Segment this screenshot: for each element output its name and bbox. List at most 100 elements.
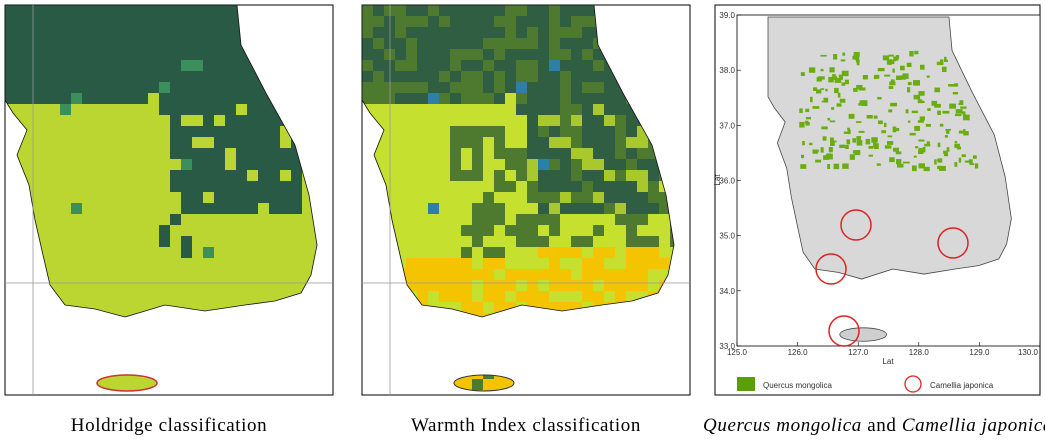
map-cell	[93, 225, 104, 236]
quercus-patch	[972, 155, 977, 159]
map-cell	[291, 181, 302, 192]
map-cell	[181, 104, 192, 115]
map-cell	[137, 302, 148, 313]
y-tick-label: 37.0	[719, 121, 735, 130]
map-cell	[516, 247, 527, 258]
quercus-patch	[852, 138, 857, 143]
map-cell	[582, 192, 593, 203]
map-cell	[181, 302, 192, 313]
map-cell	[494, 71, 505, 82]
map-cell	[505, 214, 516, 225]
map-cell	[38, 225, 49, 236]
map-cell	[115, 159, 126, 170]
map-cell	[571, 225, 582, 236]
map-cell	[126, 126, 137, 137]
map-cell	[60, 236, 71, 247]
map-cell	[659, 269, 670, 280]
map-cell	[538, 159, 549, 170]
map-cell	[406, 269, 417, 280]
map-cell	[637, 170, 648, 181]
map-cell	[406, 27, 417, 38]
quercus-patch	[963, 129, 966, 132]
map-cell	[181, 181, 192, 192]
map-cell	[571, 49, 582, 60]
map-cell	[247, 71, 258, 82]
quercus-patch	[888, 54, 894, 57]
map-cell	[148, 192, 159, 203]
map-cell	[203, 280, 214, 291]
quercus-patch	[866, 114, 873, 119]
quercus-patch	[943, 59, 948, 62]
map-cell	[527, 115, 538, 126]
map-cell	[115, 170, 126, 181]
map-cell	[571, 60, 582, 71]
map-cell	[159, 225, 170, 236]
map-cell	[27, 38, 38, 49]
map-cell	[115, 82, 126, 93]
quercus-patch	[934, 87, 941, 93]
map-cell	[214, 60, 225, 71]
map-cell	[417, 104, 428, 115]
map-cell	[236, 170, 247, 181]
map-cell	[417, 192, 428, 203]
map-cell	[604, 170, 615, 181]
legend-swatch	[904, 375, 922, 393]
map-cell	[461, 203, 472, 214]
map-cell	[472, 236, 483, 247]
map-cell	[93, 159, 104, 170]
map-cell	[60, 181, 71, 192]
map-cell	[203, 214, 214, 225]
map-cell	[483, 247, 494, 258]
map-cell	[626, 159, 637, 170]
map-cell	[214, 181, 225, 192]
map-cell	[280, 280, 291, 291]
map-cell	[428, 192, 439, 203]
map-cell	[247, 82, 258, 93]
map-cell	[170, 71, 181, 82]
map-cell	[148, 137, 159, 148]
map-cell	[258, 181, 269, 192]
map-cell	[593, 280, 604, 291]
map-cell	[428, 126, 439, 137]
map-cell	[27, 60, 38, 71]
map-cell	[137, 71, 148, 82]
map-cell	[280, 236, 291, 247]
map-cell	[593, 71, 604, 82]
map-cell	[192, 137, 203, 148]
quercus-patch	[805, 116, 812, 120]
map-cell	[247, 236, 258, 247]
y-tick-label: 34.0	[719, 287, 735, 296]
map-cell	[71, 16, 82, 27]
map-cell	[38, 126, 49, 137]
caption-part: and	[867, 415, 896, 436]
map-cell	[269, 258, 280, 269]
map-cell	[450, 170, 461, 181]
map-cell	[236, 137, 247, 148]
map-cell	[258, 236, 269, 247]
map-cell	[483, 71, 494, 82]
map-cell	[60, 170, 71, 181]
map-cell	[93, 27, 104, 38]
map-cell	[373, 16, 384, 27]
map-cell	[461, 159, 472, 170]
map-cell	[604, 104, 615, 115]
map-cell	[571, 71, 582, 82]
map-cell	[384, 148, 395, 159]
map-cell	[214, 236, 225, 247]
map-cell	[538, 170, 549, 181]
map-cell	[115, 38, 126, 49]
map-cell	[192, 225, 203, 236]
map-cell	[82, 148, 93, 159]
map-cell	[71, 71, 82, 82]
map-cell	[148, 126, 159, 137]
map-cell	[560, 247, 571, 258]
map-cell	[483, 104, 494, 115]
map-cell	[126, 60, 137, 71]
map-cell	[236, 126, 247, 137]
map-cell	[439, 302, 450, 313]
map-cell	[82, 258, 93, 269]
map-cell	[494, 291, 505, 302]
quercus-patch	[958, 103, 962, 105]
map-cell	[115, 258, 126, 269]
map-cell	[71, 214, 82, 225]
